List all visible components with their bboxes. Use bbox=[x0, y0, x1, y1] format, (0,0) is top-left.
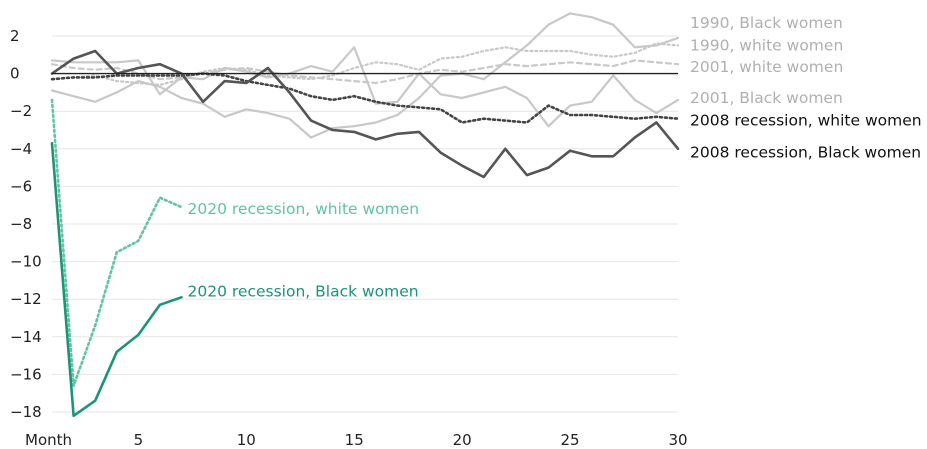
y-tick-label: 0 bbox=[10, 65, 20, 83]
series-line-2020-recession-white-women bbox=[50, 98, 183, 388]
y-tick-label: −4 bbox=[10, 140, 32, 158]
series-line-1990-white-women bbox=[50, 42, 680, 87]
y-tick-label: −16 bbox=[10, 365, 42, 383]
series-label-2001-black-women: 2001, Black women bbox=[690, 89, 843, 107]
y-tick-label: −10 bbox=[10, 253, 42, 271]
grid-lines bbox=[52, 35, 678, 413]
y-tick-label: −14 bbox=[10, 328, 42, 346]
series-label-2008-recession-black-women: 2008 recession, Black women bbox=[690, 144, 921, 162]
x-tick-label: 25 bbox=[561, 431, 580, 449]
series-line-1990-black-women bbox=[50, 12, 680, 139]
series-label-2020-recession-white-women: 2020 recession, white women bbox=[188, 200, 420, 218]
series-label-2001-white-women: 2001, white women bbox=[690, 58, 843, 76]
y-tick-label: 2 bbox=[10, 27, 20, 45]
x-tick-label: 15 bbox=[345, 431, 364, 449]
x-axis-label: Month bbox=[25, 431, 72, 449]
x-axis-ticks: Month 5 10 15 20 25 30 bbox=[25, 431, 688, 449]
series-line-2008-recession-black-women bbox=[50, 49, 680, 179]
y-tick-label: −18 bbox=[10, 403, 42, 421]
series-lines bbox=[50, 12, 680, 418]
series-line-2008-recession-white-women bbox=[50, 72, 680, 124]
y-tick-label: −6 bbox=[10, 177, 32, 195]
series-label-2008-recession-white-women: 2008 recession, white women bbox=[690, 112, 922, 130]
y-tick-label: −8 bbox=[10, 215, 32, 233]
y-tick-label: −2 bbox=[10, 102, 32, 120]
y-axis-ticks: 2 0 −2 −4 −6 −8 −10 −12 −14 −16 −18 bbox=[10, 27, 42, 421]
series-line-2001-white-women bbox=[50, 59, 680, 85]
series-label-1990-white-women: 1990, white women bbox=[690, 36, 843, 54]
series-label-1990-black-women: 1990, Black women bbox=[690, 14, 843, 32]
x-tick-label: 30 bbox=[668, 431, 687, 449]
series-labels: 1990, Black women 1990, white women 2001, … bbox=[188, 14, 922, 301]
series-label-2020-recession-black-women: 2020 recession, Black women bbox=[188, 283, 419, 301]
x-tick-label: 20 bbox=[453, 431, 472, 449]
series-line-2020-recession-black-women bbox=[50, 141, 183, 418]
series-line-2001-black-women bbox=[50, 46, 680, 128]
x-tick-label: 10 bbox=[237, 431, 256, 449]
y-tick-label: −12 bbox=[10, 290, 42, 308]
x-tick-label: 5 bbox=[134, 431, 144, 449]
